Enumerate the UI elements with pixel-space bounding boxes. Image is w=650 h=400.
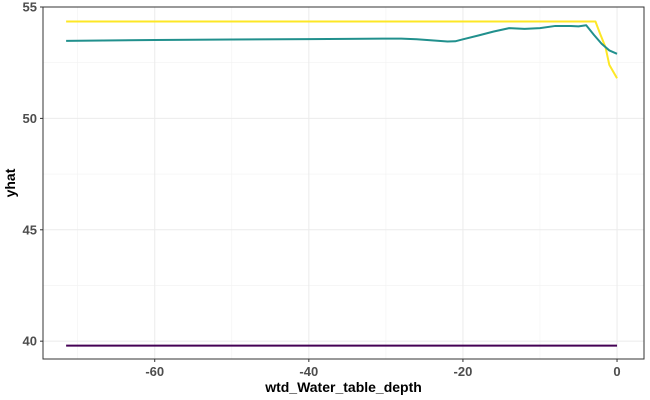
y-tick-label: 45: [23, 222, 37, 237]
y-axis-ticks: 40 45 50 55: [23, 0, 43, 349]
y-tick-label: 40: [23, 334, 37, 349]
plot-panel-border: [42, 6, 645, 360]
x-axis-ticks: -60 -40 -20 0: [145, 359, 621, 379]
y-tick-label: 50: [23, 111, 37, 126]
y-tick-label: 55: [23, 0, 37, 15]
x-tick-label: 0: [613, 364, 620, 379]
y-axis-title: yhat: [2, 168, 18, 197]
x-tick-label: -40: [299, 364, 318, 379]
series-lines: [66, 20, 618, 347]
x-tick-label: -20: [454, 364, 473, 379]
x-axis-title: wtd_Water_table_depth: [264, 379, 422, 395]
minor-gridlines: [43, 7, 644, 359]
x-tick-label: -60: [145, 364, 164, 379]
series-line-1: [66, 20, 618, 79]
series-line-2: [66, 24, 618, 55]
